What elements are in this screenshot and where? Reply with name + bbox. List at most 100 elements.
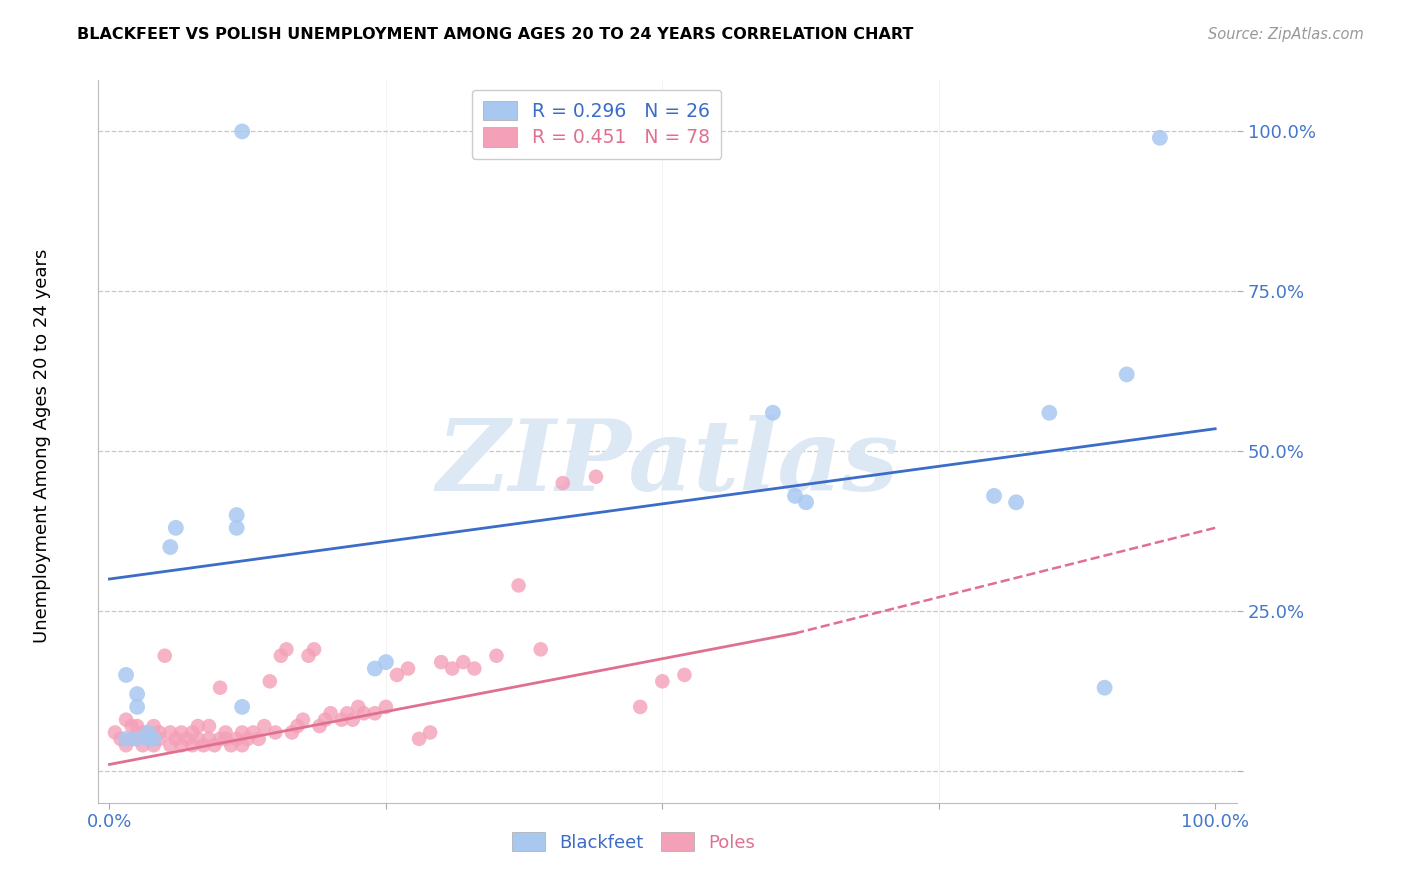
Point xyxy=(136,731,159,746)
Point xyxy=(441,661,464,675)
Point xyxy=(485,648,508,663)
Point xyxy=(159,725,181,739)
Point xyxy=(253,719,276,733)
Point xyxy=(364,706,387,721)
Point xyxy=(127,731,149,746)
Point xyxy=(198,731,221,746)
Point xyxy=(247,731,270,746)
Point xyxy=(270,648,292,663)
Point xyxy=(170,725,193,739)
Point xyxy=(127,699,149,714)
Point xyxy=(302,642,325,657)
Point xyxy=(651,124,673,138)
Point xyxy=(176,731,198,746)
Point xyxy=(783,489,806,503)
Point xyxy=(319,706,342,721)
Point xyxy=(242,725,264,739)
Point xyxy=(1094,681,1116,695)
Point xyxy=(181,725,204,739)
Point xyxy=(259,674,281,689)
Point xyxy=(127,687,149,701)
Point xyxy=(231,699,253,714)
Point xyxy=(204,738,226,752)
Text: Unemployment Among Ages 20 to 24 years: Unemployment Among Ages 20 to 24 years xyxy=(34,249,51,643)
Point xyxy=(115,713,138,727)
Point xyxy=(651,674,673,689)
Point xyxy=(297,648,319,663)
Point xyxy=(374,655,396,669)
Point xyxy=(104,725,127,739)
Point xyxy=(193,738,215,752)
Point xyxy=(110,731,132,746)
Point xyxy=(1038,406,1060,420)
Point xyxy=(287,719,309,733)
Point xyxy=(1005,495,1028,509)
Point xyxy=(159,738,181,752)
Point xyxy=(148,725,170,739)
Point xyxy=(209,681,232,695)
Point xyxy=(330,713,353,727)
Point xyxy=(159,540,181,554)
Point xyxy=(225,508,247,522)
Point xyxy=(762,406,785,420)
Point xyxy=(136,731,159,746)
Point xyxy=(628,699,651,714)
Point xyxy=(419,725,441,739)
Point xyxy=(508,578,530,592)
Point xyxy=(231,124,253,138)
Point xyxy=(115,731,138,746)
Point xyxy=(673,668,696,682)
Point xyxy=(115,668,138,682)
Point xyxy=(127,731,149,746)
Point xyxy=(153,648,176,663)
Point xyxy=(121,719,143,733)
Point xyxy=(236,731,259,746)
Point xyxy=(983,489,1005,503)
Point xyxy=(187,719,209,733)
Point xyxy=(453,655,475,669)
Point xyxy=(385,668,408,682)
Point xyxy=(148,731,170,746)
Point xyxy=(136,725,159,739)
Point xyxy=(308,719,330,733)
Point xyxy=(225,731,247,746)
Point xyxy=(142,731,165,746)
Legend: Blackfeet, Poles: Blackfeet, Poles xyxy=(505,825,762,859)
Point xyxy=(136,725,159,739)
Text: Source: ZipAtlas.com: Source: ZipAtlas.com xyxy=(1208,27,1364,42)
Point xyxy=(551,476,574,491)
Point xyxy=(219,738,242,752)
Point xyxy=(214,731,236,746)
Point xyxy=(181,738,204,752)
Point xyxy=(209,731,232,746)
Point xyxy=(463,661,485,675)
Point xyxy=(430,655,453,669)
Point xyxy=(276,642,298,657)
Point xyxy=(170,738,193,752)
Point xyxy=(530,642,553,657)
Point xyxy=(264,725,287,739)
Point xyxy=(1115,368,1137,382)
Point xyxy=(231,738,253,752)
Point xyxy=(374,699,396,714)
Point xyxy=(396,661,419,675)
Point xyxy=(794,495,817,509)
Point xyxy=(291,713,314,727)
Point xyxy=(131,738,153,752)
Point xyxy=(347,699,370,714)
Point xyxy=(225,521,247,535)
Point xyxy=(187,731,209,746)
Point xyxy=(198,719,221,733)
Point xyxy=(165,731,187,746)
Text: ZIPatlas: ZIPatlas xyxy=(437,415,898,511)
Point xyxy=(585,469,607,483)
Text: BLACKFEET VS POLISH UNEMPLOYMENT AMONG AGES 20 TO 24 YEARS CORRELATION CHART: BLACKFEET VS POLISH UNEMPLOYMENT AMONG A… xyxy=(77,27,914,42)
Point xyxy=(214,725,236,739)
Point xyxy=(142,719,165,733)
Point xyxy=(353,706,375,721)
Point xyxy=(115,738,138,752)
Point xyxy=(364,661,387,675)
Point xyxy=(127,719,149,733)
Point xyxy=(142,738,165,752)
Point xyxy=(336,706,359,721)
